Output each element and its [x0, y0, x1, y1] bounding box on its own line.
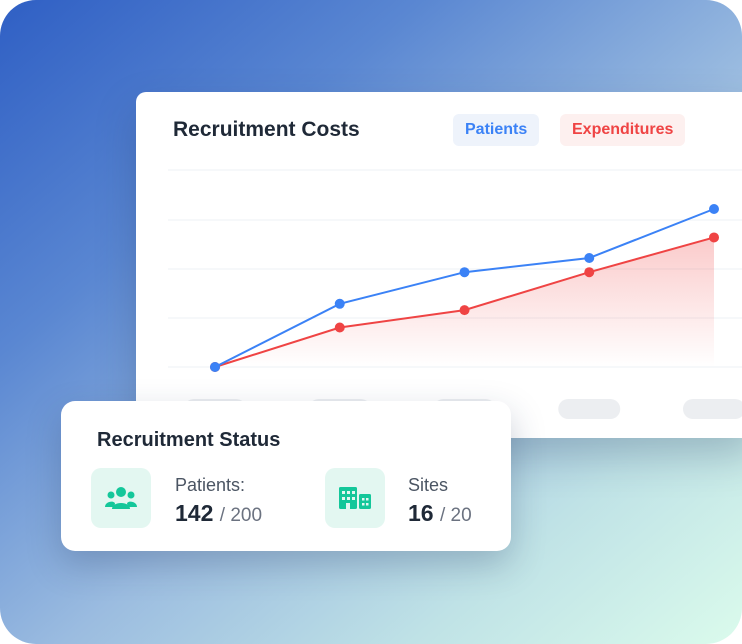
patients-point-0 — [210, 362, 220, 372]
patients-count: 142 / 200 — [175, 500, 262, 527]
patients-label: Patients: — [175, 475, 246, 495]
chart-title: Recruitment Costs — [173, 118, 360, 141]
buildings-icon — [339, 487, 371, 509]
expenditures-point-2 — [459, 305, 470, 316]
line-chart — [168, 169, 742, 419]
expenditures-point-1 — [334, 322, 345, 333]
patients-point-1 — [334, 298, 345, 309]
legend-patients[interactable]: Patients — [453, 114, 540, 146]
sites-icon-box — [325, 468, 385, 528]
sites-label: Sites — [408, 475, 449, 495]
patients-point-4 — [709, 204, 719, 214]
sites-total: / 20 — [439, 505, 472, 526]
patients-value: 142 — [175, 500, 214, 526]
expenditures-point-3 — [584, 267, 595, 278]
patients-total: / 200 — [219, 505, 263, 526]
patients-point-3 — [584, 252, 595, 263]
recruitment-status-card: Recruitment Status Patients: 142 / 200 — [61, 401, 511, 551]
patients-icon-box — [91, 468, 151, 528]
legend-expenditures[interactable]: Expenditures — [560, 114, 686, 146]
people-icon — [105, 487, 137, 509]
expenditures-point-4 — [709, 232, 719, 243]
sites-value: 16 — [408, 500, 434, 526]
x-tick-placeholder-3 — [558, 399, 621, 419]
x-tick-placeholder-4 — [683, 399, 742, 419]
sites-count: 16 / 20 — [408, 500, 472, 527]
expenditures-area — [215, 237, 714, 367]
status-title: Recruitment Status — [97, 429, 281, 451]
recruitment-costs-card: Recruitment Costs Patients Expenditures — [136, 92, 742, 438]
patients-point-2 — [459, 267, 470, 278]
